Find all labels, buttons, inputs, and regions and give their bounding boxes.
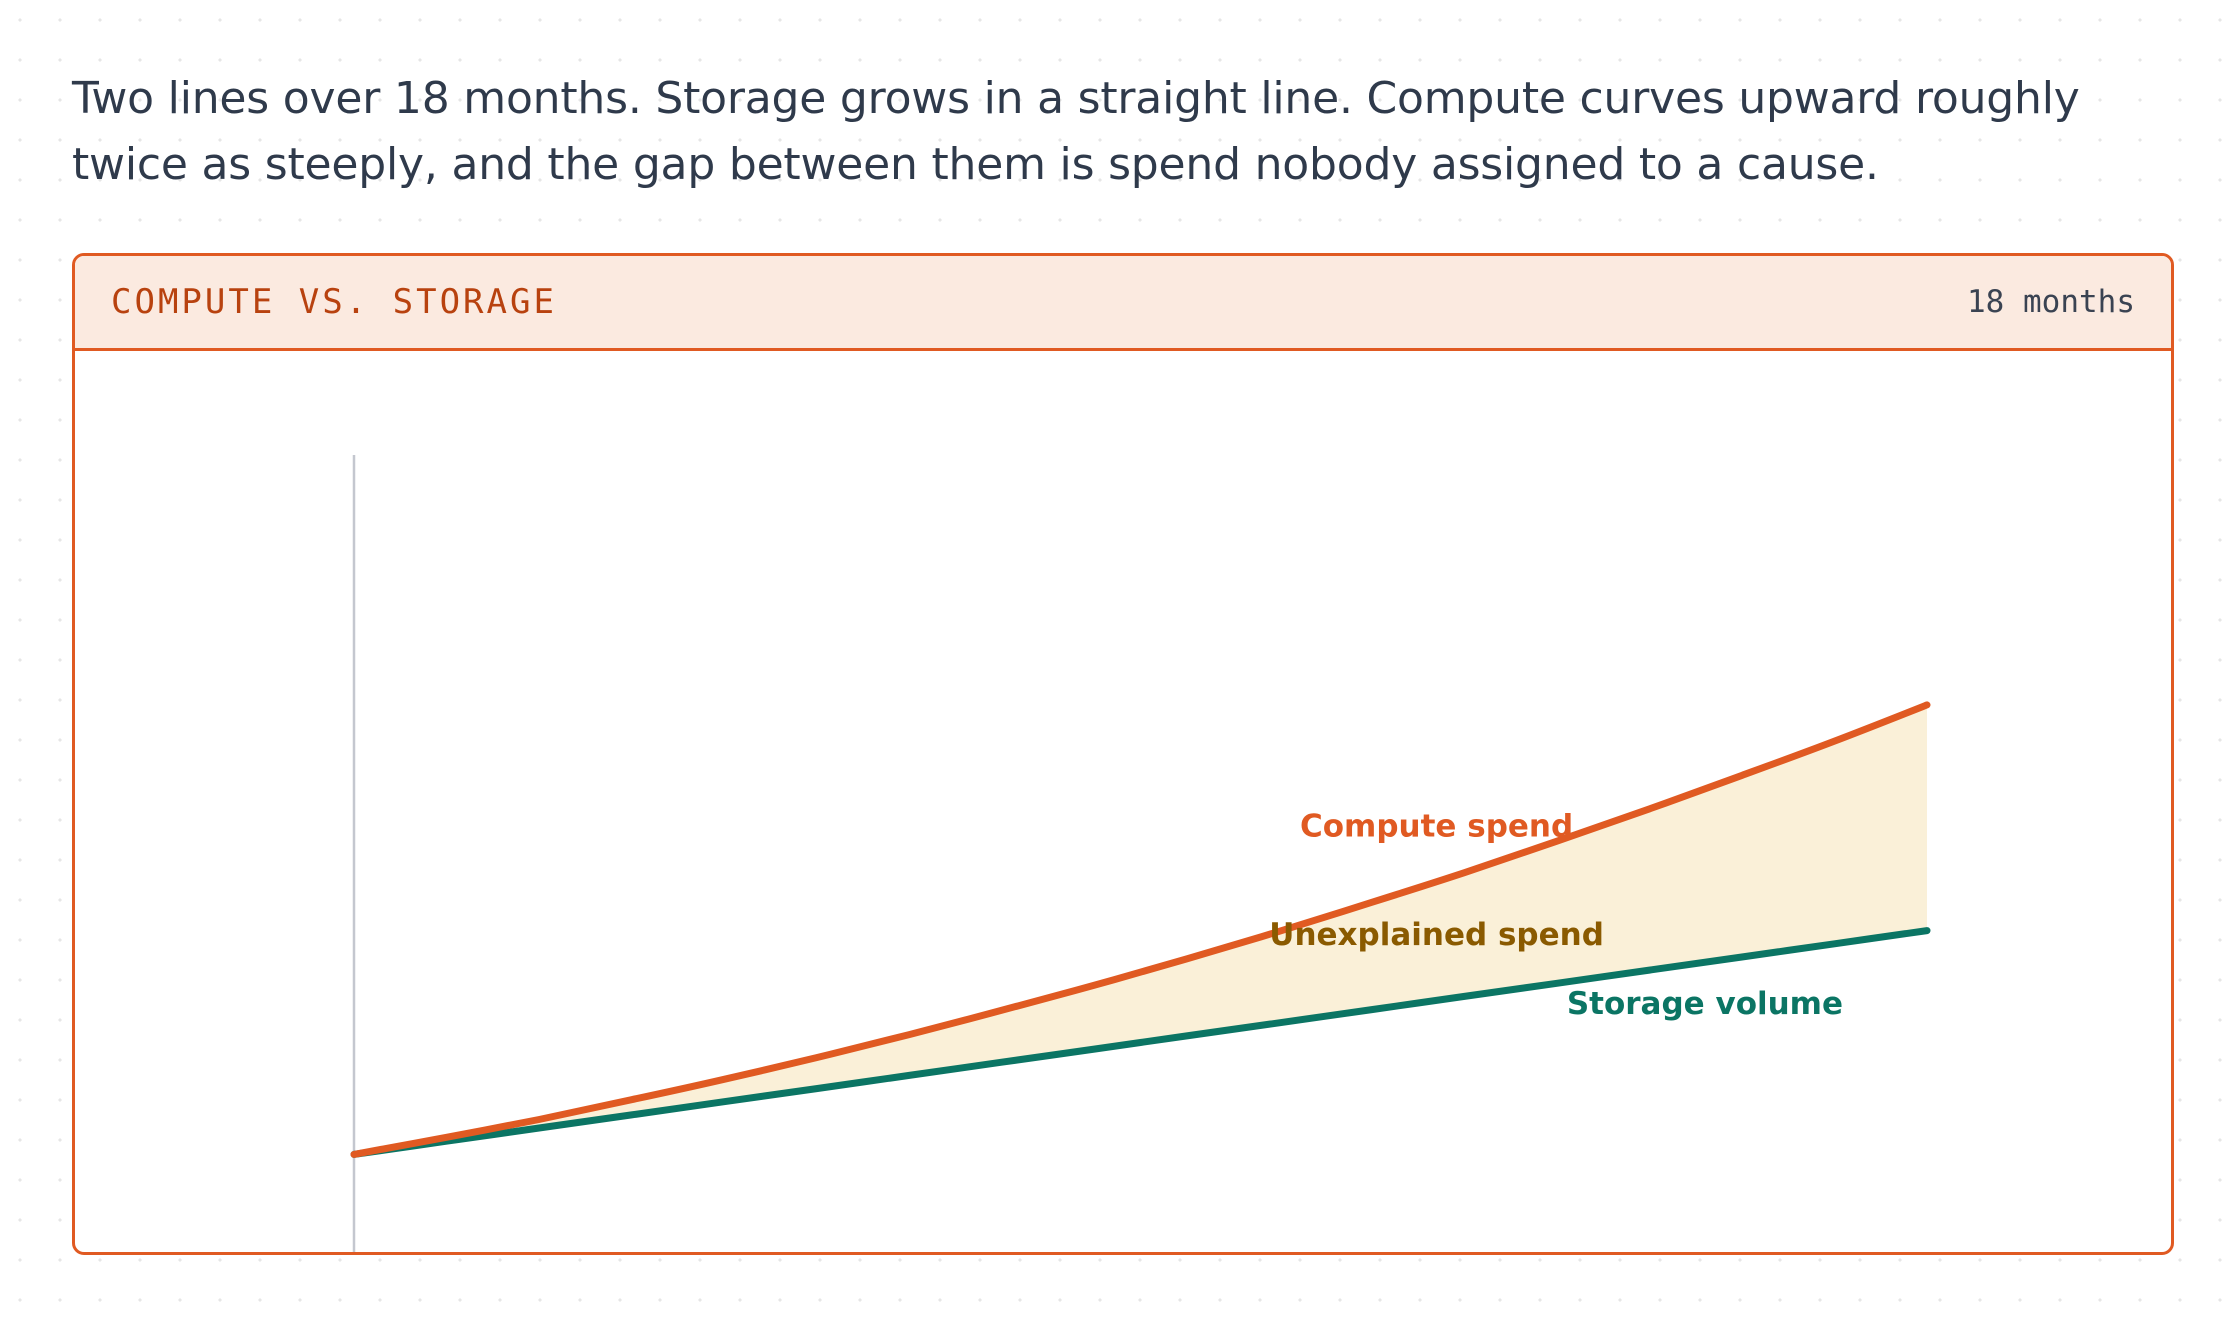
compute-spend-line — [350, 701, 1931, 1158]
chart-card-header: COMPUTE VS. STORAGE 18 months — [75, 256, 2171, 351]
storage-volume-line — [350, 927, 1931, 1158]
unexplained-spend-label: Unexplained spend — [1269, 917, 1604, 953]
storage-volume-label: Storage volume — [1567, 986, 1843, 1022]
chart-period-label: 18 months — [1967, 284, 2135, 320]
unexplained-spend-area — [354, 704, 1927, 1155]
chart-area: Compute spend Unexplained spend Storage … — [75, 351, 2171, 1252]
chart-card: COMPUTE VS. STORAGE 18 months Compute sp… — [72, 253, 2174, 1255]
line-chart: Compute spend Unexplained spend Storage … — [350, 455, 1931, 1252]
intro-paragraph: Two lines over 18 months. Storage grows … — [72, 73, 2080, 190]
chart-title: COMPUTE VS. STORAGE — [111, 282, 557, 322]
compute-spend-label: Compute spend — [1300, 809, 1573, 845]
